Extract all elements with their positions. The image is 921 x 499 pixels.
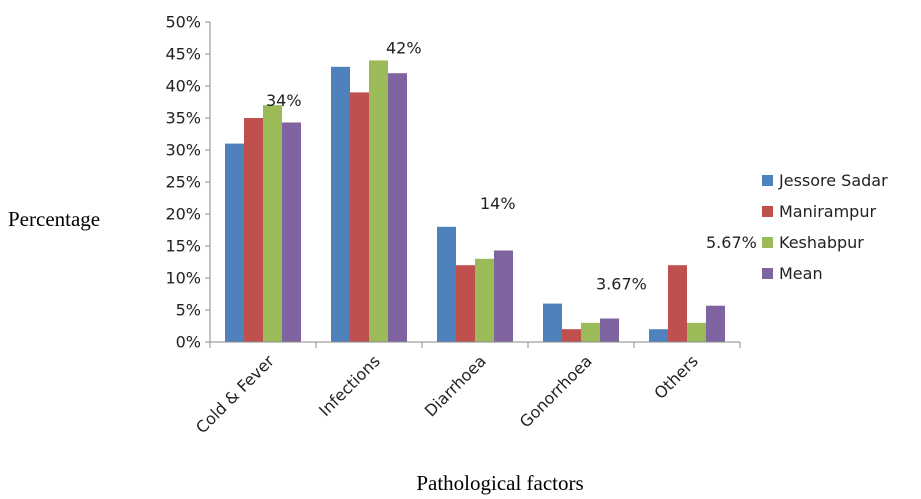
x-tick-label: Diarrhoea (421, 351, 490, 420)
legend-swatch (762, 175, 773, 186)
y-tick-label: 0% (176, 333, 201, 352)
bar-keshabpur (475, 258, 494, 342)
y-tick-label: 10% (165, 269, 201, 288)
x-tick-label: Infections (315, 351, 384, 420)
bar-manirampur (456, 265, 475, 342)
axes (209, 22, 741, 348)
data-label: 5.67% (706, 233, 757, 252)
x-tick-label: Gonorrhoea (516, 351, 596, 431)
legend-label: Keshabpur (779, 233, 864, 252)
data-label: 3.67% (596, 275, 647, 294)
bars (225, 60, 725, 343)
legend-swatch (762, 268, 773, 279)
data-label: 34% (266, 91, 302, 110)
legend-label: Jessore Sadar (778, 171, 888, 190)
bar-manirampur (668, 265, 687, 342)
y-axis: 0% 5% 10% 15% 20% 25% 30% 35% 40% 45% 50% (165, 13, 210, 352)
data-label: 42% (386, 38, 422, 57)
y-tick-label: 35% (165, 109, 201, 128)
bar-keshabpur (369, 60, 388, 343)
bar-keshabpur (263, 105, 282, 342)
bar-manirampur (244, 118, 263, 342)
bar-keshabpur (581, 322, 600, 342)
bar-jessore-sadar (437, 226, 456, 342)
y-tick-label: 30% (165, 141, 201, 160)
bar-mean (388, 73, 407, 342)
legend-swatch (762, 237, 773, 248)
legend-label: Mean (779, 264, 823, 283)
bar-jessore-sadar (225, 143, 244, 342)
x-tick-label: Cold & Fever (192, 351, 278, 437)
data-label: 14% (480, 194, 516, 213)
bar-mean (600, 318, 619, 342)
y-tick-label: 15% (165, 237, 201, 256)
y-tick-label: 45% (165, 45, 201, 64)
y-tick-label: 5% (176, 301, 201, 320)
x-axis: Cold & Fever Infections Diarrhoea Gonorrhoe… (192, 351, 702, 437)
bar-mean (282, 122, 301, 342)
y-axis-title: Percentage (8, 207, 100, 231)
legend-label: Manirampur (779, 202, 876, 221)
bar-mean (494, 250, 513, 342)
bar-jessore-sadar (331, 66, 350, 343)
x-tick-label: Others (650, 351, 701, 402)
y-tick-label: 50% (165, 13, 201, 32)
bar-jessore-sadar (649, 329, 668, 342)
y-tick-label: 20% (165, 205, 201, 224)
bar-manirampur (350, 92, 369, 343)
legend-swatch (762, 206, 773, 217)
bar-jessore-sadar (543, 303, 562, 342)
data-labels: 34% 42% 14% 3.67% 5.67% (266, 38, 757, 293)
x-axis-title: Pathological factors (416, 471, 583, 495)
legend: Jessore Sadar Manirampur Keshabpur Mean (762, 171, 888, 283)
y-tick-label: 25% (165, 173, 201, 192)
bar-manirampur (562, 329, 581, 342)
bar-mean (706, 305, 725, 342)
y-tick-label: 40% (165, 77, 201, 96)
bar-keshabpur (687, 322, 706, 342)
